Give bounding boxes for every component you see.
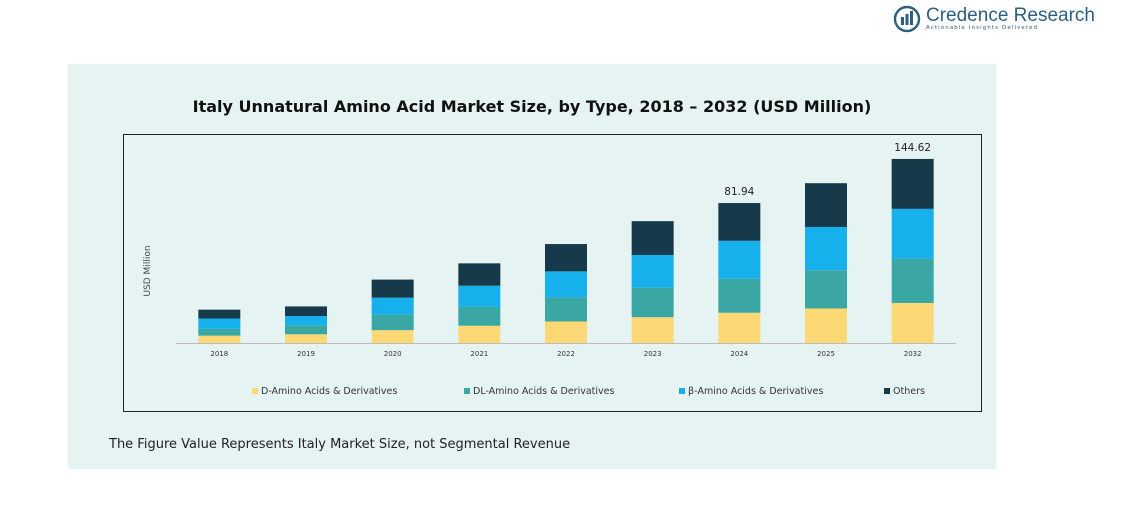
bar-2018-series-1 [198,335,241,343]
legend-swatch [464,388,470,394]
bar-2024-series-4 [718,203,761,241]
bar-2025-series-2 [805,270,847,309]
bar-2023-series-3 [631,254,674,288]
chart-title: Italy Unnatural Amino Acid Market Size, … [192,97,872,116]
bar-2019-series-2 [285,325,327,335]
bar-2019-series-4 [285,306,327,316]
legend-label: DL-Amino Acids & Derivatives [473,386,615,397]
bar-2022-series-3 [545,271,587,298]
bar-2022-series-1 [545,321,587,343]
x-tick-label: 2024 [730,350,748,358]
bar-2032-series-3 [891,208,934,259]
bar-2032-series-1 [891,303,934,343]
chart-frame: USD Million 2018 2019 2020 2021 2022 2023 2024 8… [123,134,982,412]
bar-2022-series-4 [545,244,587,272]
bar-2020-series-2 [371,314,414,331]
legend-label: Others [893,386,925,397]
bar-2023-series-2 [631,287,674,318]
chart-panel: Italy Unnatural Amino Acid Market Size, … [68,64,996,469]
brand-name: Credence Research [926,5,1095,26]
bar-2021-series-2 [458,306,501,326]
credence-research-logo: Credence Research Actionable Insights De… [893,4,1095,36]
bar-2023-series-1 [631,317,674,343]
bar-2024-series-1 [718,312,761,343]
legend-swatch [884,388,890,394]
bar-2020-series-3 [371,297,414,315]
bar-2018-series-3 [198,318,241,329]
bar-2025-series-4 [805,183,847,227]
bar-2025-series-1 [805,308,847,343]
bar-2021-series-4 [458,263,501,286]
x-tick-label: 2023 [644,350,662,358]
bar-2022-series-2 [545,297,587,322]
brand-tagline: Actionable Insights Delivered [926,25,1039,31]
data-label: 144.62 [894,142,931,154]
footnote: The Figure Value Represents Italy Market… [109,437,571,452]
y-axis-label: USD Million [143,245,153,296]
bar-2018-series-4 [198,309,241,319]
x-tick-label: 2032 [904,350,922,358]
x-tick-label: 2020 [384,350,402,358]
bar-2023-series-4 [631,221,674,255]
bar-2021-series-1 [458,325,501,343]
x-tick-label: 2018 [210,350,228,358]
bar-2020-series-1 [371,330,414,343]
bar-2032-series-2 [891,258,934,304]
x-tick-label: 2021 [470,350,488,358]
data-label: 81.94 [724,186,754,198]
bar-2025-series-3 [805,226,847,271]
legend-swatch [252,388,258,394]
legend-label: β-Amino Acids & Derivatives [688,386,823,397]
logo-mark-icon [893,5,921,33]
x-tick-label: 2025 [817,350,835,358]
bar-2019-series-1 [285,334,327,343]
bar-2032-series-4 [891,158,934,209]
bar-2024-series-3 [718,240,761,279]
bar-2018-series-2 [198,328,241,336]
x-tick-label: 2019 [297,350,315,358]
bar-2020-series-4 [371,279,414,298]
stacked-bar-chart: USD Million 2018 2019 2020 2021 2022 2023 2024 8… [143,142,956,397]
x-tick-label: 2022 [557,350,575,358]
bar-2019-series-3 [285,315,327,326]
legend-swatch [679,388,685,394]
legend-label: D-Amino Acids & Derivatives [261,386,397,397]
bar-2021-series-3 [458,285,501,307]
bar-2024-series-2 [718,278,761,313]
